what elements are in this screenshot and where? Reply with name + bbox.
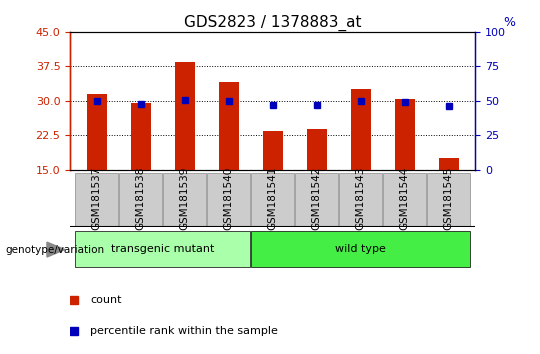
Bar bbox=[175, 62, 194, 170]
FancyBboxPatch shape bbox=[295, 173, 338, 226]
Text: wild type: wild type bbox=[335, 244, 386, 254]
Bar bbox=[219, 82, 239, 170]
Bar bbox=[87, 94, 106, 170]
FancyBboxPatch shape bbox=[251, 173, 294, 226]
Text: GSM181544: GSM181544 bbox=[400, 166, 410, 230]
Text: GSM181539: GSM181539 bbox=[180, 166, 190, 230]
Text: %: % bbox=[504, 16, 516, 29]
Bar bbox=[307, 129, 327, 170]
Text: GSM181545: GSM181545 bbox=[444, 166, 454, 230]
FancyBboxPatch shape bbox=[75, 231, 250, 267]
FancyBboxPatch shape bbox=[383, 173, 427, 226]
FancyBboxPatch shape bbox=[119, 173, 162, 226]
Text: count: count bbox=[91, 295, 122, 305]
Polygon shape bbox=[47, 242, 65, 257]
Text: percentile rank within the sample: percentile rank within the sample bbox=[91, 326, 278, 336]
FancyBboxPatch shape bbox=[75, 173, 118, 226]
Bar bbox=[131, 103, 151, 170]
Bar bbox=[351, 89, 370, 170]
Text: transgenic mutant: transgenic mutant bbox=[111, 244, 214, 254]
Text: GSM181540: GSM181540 bbox=[224, 166, 234, 230]
FancyBboxPatch shape bbox=[163, 173, 206, 226]
Text: GSM181538: GSM181538 bbox=[136, 166, 146, 230]
Text: GSM181537: GSM181537 bbox=[92, 166, 102, 230]
Title: GDS2823 / 1378883_at: GDS2823 / 1378883_at bbox=[184, 14, 361, 30]
FancyBboxPatch shape bbox=[427, 173, 470, 226]
Bar bbox=[395, 98, 415, 170]
Text: GSM181541: GSM181541 bbox=[268, 166, 278, 230]
Bar bbox=[263, 131, 282, 170]
FancyBboxPatch shape bbox=[339, 173, 382, 226]
Text: GSM181542: GSM181542 bbox=[312, 166, 322, 230]
FancyBboxPatch shape bbox=[207, 173, 250, 226]
Text: GSM181543: GSM181543 bbox=[356, 166, 366, 230]
Text: genotype/variation: genotype/variation bbox=[5, 245, 105, 255]
Bar bbox=[439, 159, 458, 170]
FancyBboxPatch shape bbox=[251, 231, 470, 267]
